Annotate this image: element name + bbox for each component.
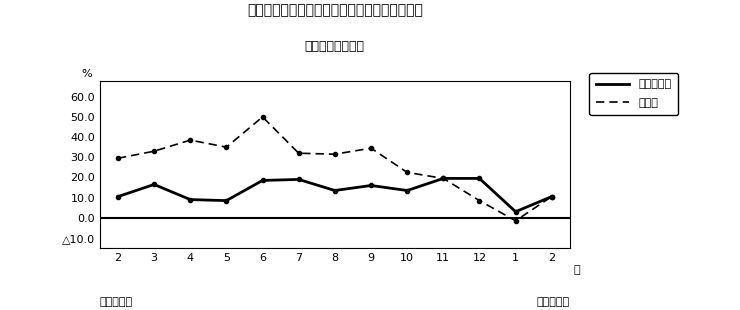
Legend: 調査産業計, 製造業: 調査産業計, 製造業 [590,73,678,115]
Text: %: % [82,69,92,79]
Text: 月: 月 [574,265,580,275]
Text: 平成２２年: 平成２２年 [100,297,133,307]
Text: 平成２３年: 平成２３年 [536,297,570,307]
Text: （規模５人以上）: （規模５人以上） [305,40,365,53]
Text: 第２図　所定外労働時間　対前年同月比の推移: 第２図 所定外労働時間 対前年同月比の推移 [247,3,423,17]
